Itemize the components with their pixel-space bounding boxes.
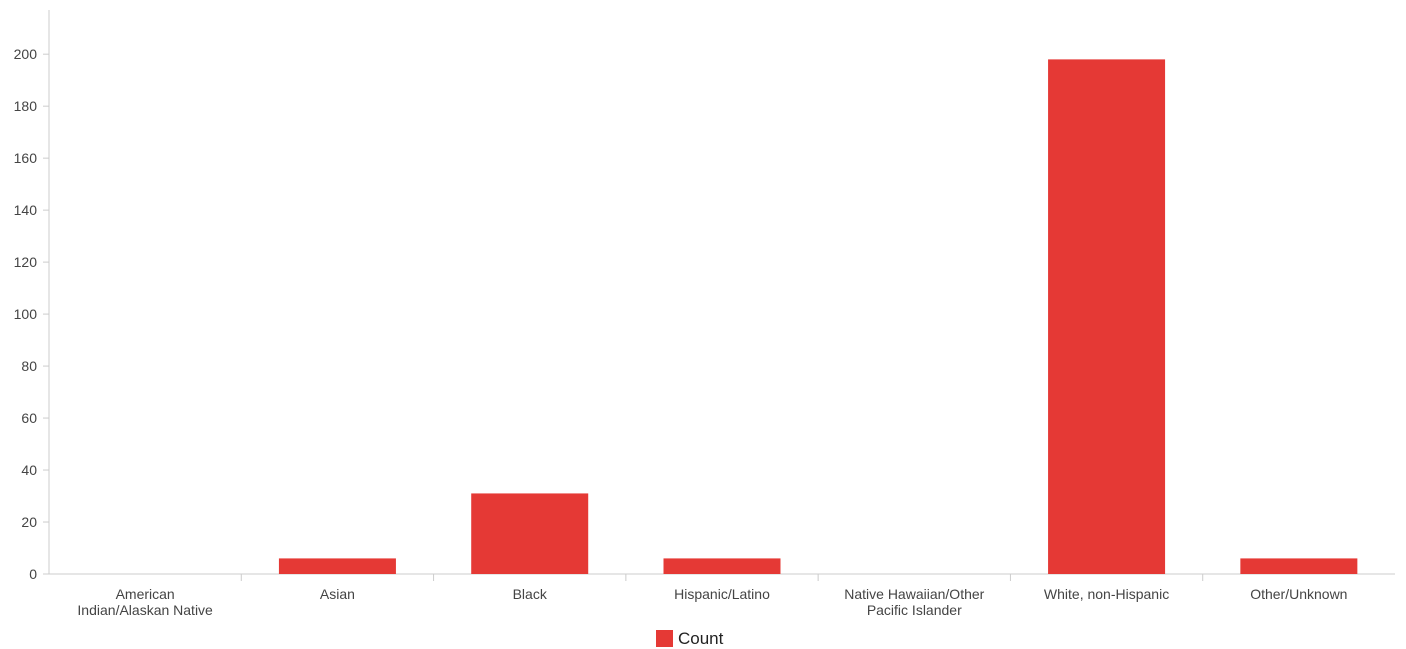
x-tick-label-line: White, non-Hispanic	[1044, 586, 1169, 602]
x-tick-label: Hispanic/Latino	[674, 586, 770, 602]
bars	[278, 59, 1358, 574]
y-tick-label: 20	[21, 514, 37, 530]
bar[interactable]	[1240, 558, 1358, 574]
y-tick-label: 180	[14, 98, 38, 114]
x-tick-label: Black	[513, 586, 548, 602]
x-tick-label-line: Native Hawaiian/Other	[844, 586, 984, 602]
x-tick-label-line: Other/Unknown	[1250, 586, 1347, 602]
y-tick-label: 100	[14, 306, 38, 322]
x-tick-label-line: Pacific Islander	[867, 602, 962, 618]
x-tick-label-line: Black	[513, 586, 548, 602]
y-tick-label: 80	[21, 358, 37, 374]
y-tick-label: 40	[21, 462, 37, 478]
x-tick-label-line: Indian/Alaskan Native	[77, 602, 213, 618]
x-tick-label-line: Asian	[320, 586, 355, 602]
x-tick-label: American Indian/Alaskan Native	[77, 586, 213, 618]
legend: Count	[656, 629, 724, 648]
x-tick-label: Other/Unknown	[1250, 586, 1347, 602]
y-tick-label: 0	[29, 566, 37, 582]
bar[interactable]	[663, 558, 781, 574]
x-tick-label: Native Hawaiian/Other Pacific Islander	[844, 586, 984, 618]
bar[interactable]	[278, 558, 396, 574]
x-tick-label: Asian	[320, 586, 355, 602]
x-tick-label: White, non-Hispanic	[1044, 586, 1169, 602]
x-tick-label-line: Hispanic/Latino	[674, 586, 770, 602]
bar[interactable]	[471, 493, 589, 574]
y-tick-label: 200	[14, 46, 38, 62]
y-tick-label: 140	[14, 202, 38, 218]
x-axis: American Indian/Alaskan Native Asian Black H…	[49, 573, 1395, 618]
legend-swatch[interactable]	[656, 630, 673, 647]
y-axis: 0 20 40 60 80 100 120 140 160 180 200	[14, 10, 50, 582]
legend-label[interactable]: Count	[678, 629, 724, 648]
x-tick-label-line: American	[116, 586, 175, 602]
bar[interactable]	[1048, 59, 1166, 574]
y-tick-label: 120	[14, 254, 38, 270]
y-tick-label: 160	[14, 150, 38, 166]
y-tick-label: 60	[21, 410, 37, 426]
